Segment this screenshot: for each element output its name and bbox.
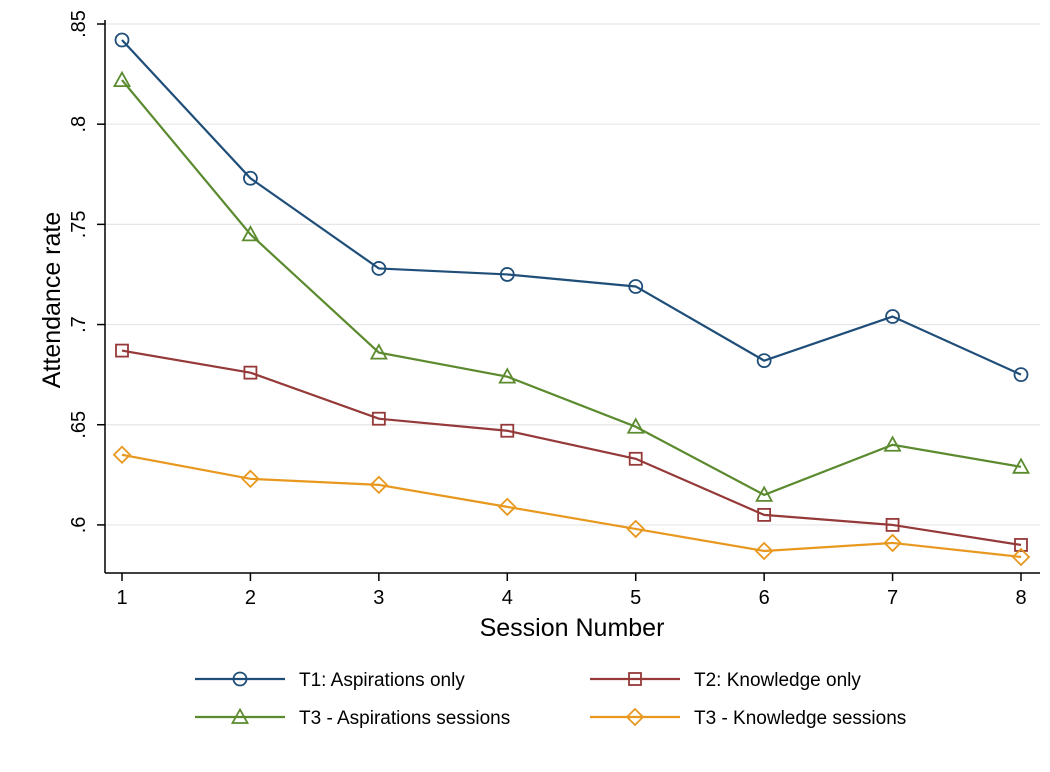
data-point-square bbox=[371, 411, 386, 426]
legend-marker-circle bbox=[232, 671, 248, 687]
legend-marker-diamond bbox=[625, 707, 645, 727]
data-point-triangle bbox=[626, 417, 645, 434]
data-point-square bbox=[500, 423, 515, 438]
data-point-diamond bbox=[626, 519, 645, 539]
legend-label: T1: Aspirations only bbox=[299, 670, 465, 691]
series-line bbox=[121, 349, 1022, 547]
y-tick-label: .75 bbox=[68, 210, 90, 238]
series-line bbox=[121, 453, 1022, 559]
legend-label: T2: Knowledge only bbox=[694, 670, 861, 691]
x-axis-ticks: 1 2 3 4 5 6 7 8 bbox=[116, 573, 1027, 609]
legend: T1: Aspirations only T2: Knowledge only T3… bbox=[195, 670, 906, 729]
data-point-circle bbox=[499, 267, 515, 282]
data-point-triangle bbox=[755, 485, 774, 502]
y-axis-ticks: .6 .65 .7 .75 .8 .85 bbox=[68, 10, 105, 533]
series-2 bbox=[115, 343, 1028, 552]
series-1 bbox=[114, 32, 1029, 383]
y-tick-label: .85 bbox=[68, 10, 90, 38]
data-point-circle bbox=[114, 32, 130, 48]
y-tick-label: .65 bbox=[68, 411, 90, 439]
x-tick-label: 1 bbox=[116, 587, 127, 609]
data-point-diamond bbox=[241, 469, 260, 489]
data-point-square bbox=[243, 365, 258, 380]
data-point-diamond bbox=[883, 533, 902, 553]
data-point-diamond bbox=[1011, 547, 1031, 567]
data-point-circle bbox=[628, 279, 644, 294]
data-point-triangle bbox=[241, 225, 260, 242]
y-tick-label: .8 bbox=[68, 116, 90, 133]
plot-area bbox=[112, 32, 1031, 567]
axes bbox=[104, 20, 1040, 574]
data-point-square bbox=[628, 451, 643, 466]
x-tick-label: 8 bbox=[1015, 587, 1026, 609]
legend-item: T3 - Knowledge sessions bbox=[590, 707, 906, 729]
data-point-square bbox=[885, 518, 900, 532]
x-tick-label: 4 bbox=[502, 587, 513, 609]
y-tick-label: .7 bbox=[68, 316, 90, 333]
data-point-square bbox=[1014, 538, 1028, 552]
data-point-circle bbox=[371, 261, 387, 276]
y-axis-title: Attendance rate bbox=[38, 212, 66, 389]
legend-label: T3 - Aspirations sessions bbox=[299, 708, 510, 729]
data-point-diamond bbox=[369, 475, 389, 495]
data-point-triangle bbox=[112, 70, 132, 88]
data-point-diamond bbox=[754, 541, 774, 561]
data-point-square bbox=[757, 507, 772, 522]
data-point-triangle bbox=[1011, 457, 1031, 474]
legend-marker-triangle bbox=[230, 707, 250, 724]
x-tick-label: 2 bbox=[245, 587, 256, 609]
x-tick-label: 6 bbox=[759, 587, 770, 609]
legend-label: T3 - Knowledge sessions bbox=[694, 708, 906, 729]
data-point-circle bbox=[243, 170, 258, 186]
data-point-triangle bbox=[369, 343, 388, 360]
data-point-circle bbox=[1013, 367, 1029, 383]
data-point-diamond bbox=[498, 497, 517, 517]
series-4 bbox=[112, 445, 1031, 567]
series-line bbox=[121, 79, 1022, 497]
series-line bbox=[121, 39, 1022, 376]
data-point-triangle bbox=[498, 367, 517, 384]
legend-item: T2: Knowledge only bbox=[590, 670, 861, 691]
x-tick-label: 7 bbox=[887, 587, 898, 609]
legend-item: T3 - Aspirations sessions bbox=[195, 707, 510, 729]
data-point-square bbox=[115, 343, 129, 358]
x-tick-label: 3 bbox=[373, 587, 384, 609]
x-axis-title: Session Number bbox=[480, 614, 665, 642]
data-point-diamond bbox=[112, 445, 132, 465]
x-tick-label: 5 bbox=[630, 587, 641, 609]
data-point-circle bbox=[756, 353, 772, 369]
data-point-triangle bbox=[883, 435, 902, 452]
y-tick-label: .6 bbox=[68, 517, 90, 534]
legend-marker-square bbox=[628, 672, 642, 686]
series-3 bbox=[112, 70, 1031, 502]
data-point-circle bbox=[885, 309, 900, 324]
legend-item: T1: Aspirations only bbox=[195, 670, 465, 691]
